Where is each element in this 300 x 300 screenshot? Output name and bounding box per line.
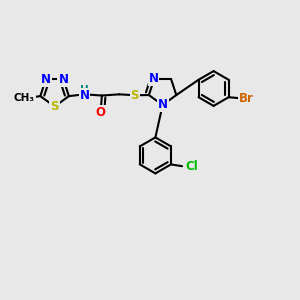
Text: S: S (50, 100, 59, 113)
Text: N: N (80, 89, 89, 102)
Text: N: N (41, 73, 51, 86)
Text: CH₃: CH₃ (14, 93, 35, 103)
Text: N: N (58, 73, 68, 86)
Text: Cl: Cl (186, 160, 198, 173)
Text: H: H (80, 85, 89, 95)
Text: N: N (158, 98, 168, 112)
Text: N: N (148, 72, 158, 85)
Text: S: S (130, 89, 139, 102)
Text: O: O (96, 106, 106, 118)
Text: Br: Br (239, 92, 254, 105)
